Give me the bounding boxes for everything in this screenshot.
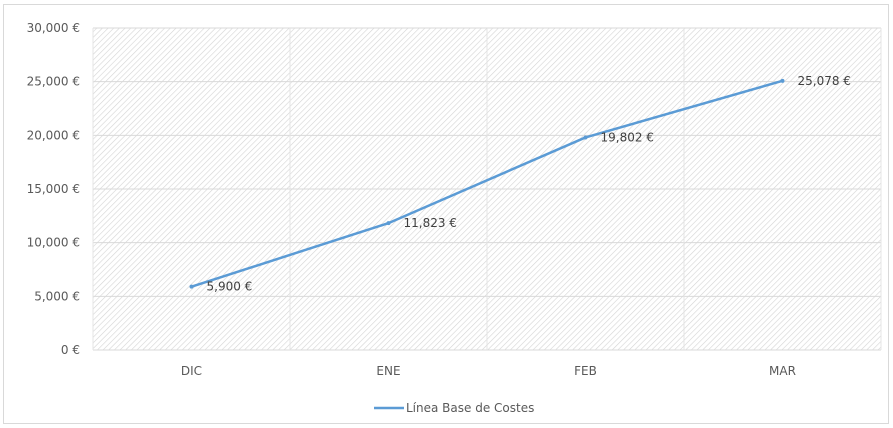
- x-tick-label: DIC: [181, 364, 202, 378]
- x-tick-label: MAR: [769, 364, 796, 378]
- data-label: 5,900 €: [207, 280, 253, 294]
- y-tick-label: 0 €: [61, 343, 80, 357]
- data-point: [583, 135, 588, 140]
- data-point: [780, 78, 785, 83]
- y-tick-label: 10,000 €: [27, 236, 80, 250]
- data-label: 25,078 €: [798, 74, 851, 88]
- y-tick-label: 15,000 €: [27, 182, 80, 196]
- y-tick-label: 5,000 €: [34, 289, 80, 303]
- data-point: [189, 284, 194, 289]
- data-label: 19,802 €: [601, 130, 654, 144]
- series-line: [190, 79, 784, 288]
- legend-label: Línea Base de Costes: [406, 401, 534, 415]
- y-tick-label: 30,000 €: [27, 21, 80, 35]
- y-tick-label: 20,000 €: [27, 128, 80, 142]
- data-point: [386, 221, 391, 226]
- x-tick-label: FEB: [574, 364, 597, 378]
- data-label: 11,823 €: [404, 216, 457, 230]
- x-tick-label: ENE: [376, 364, 400, 378]
- y-tick-label: 25,000 €: [27, 75, 80, 89]
